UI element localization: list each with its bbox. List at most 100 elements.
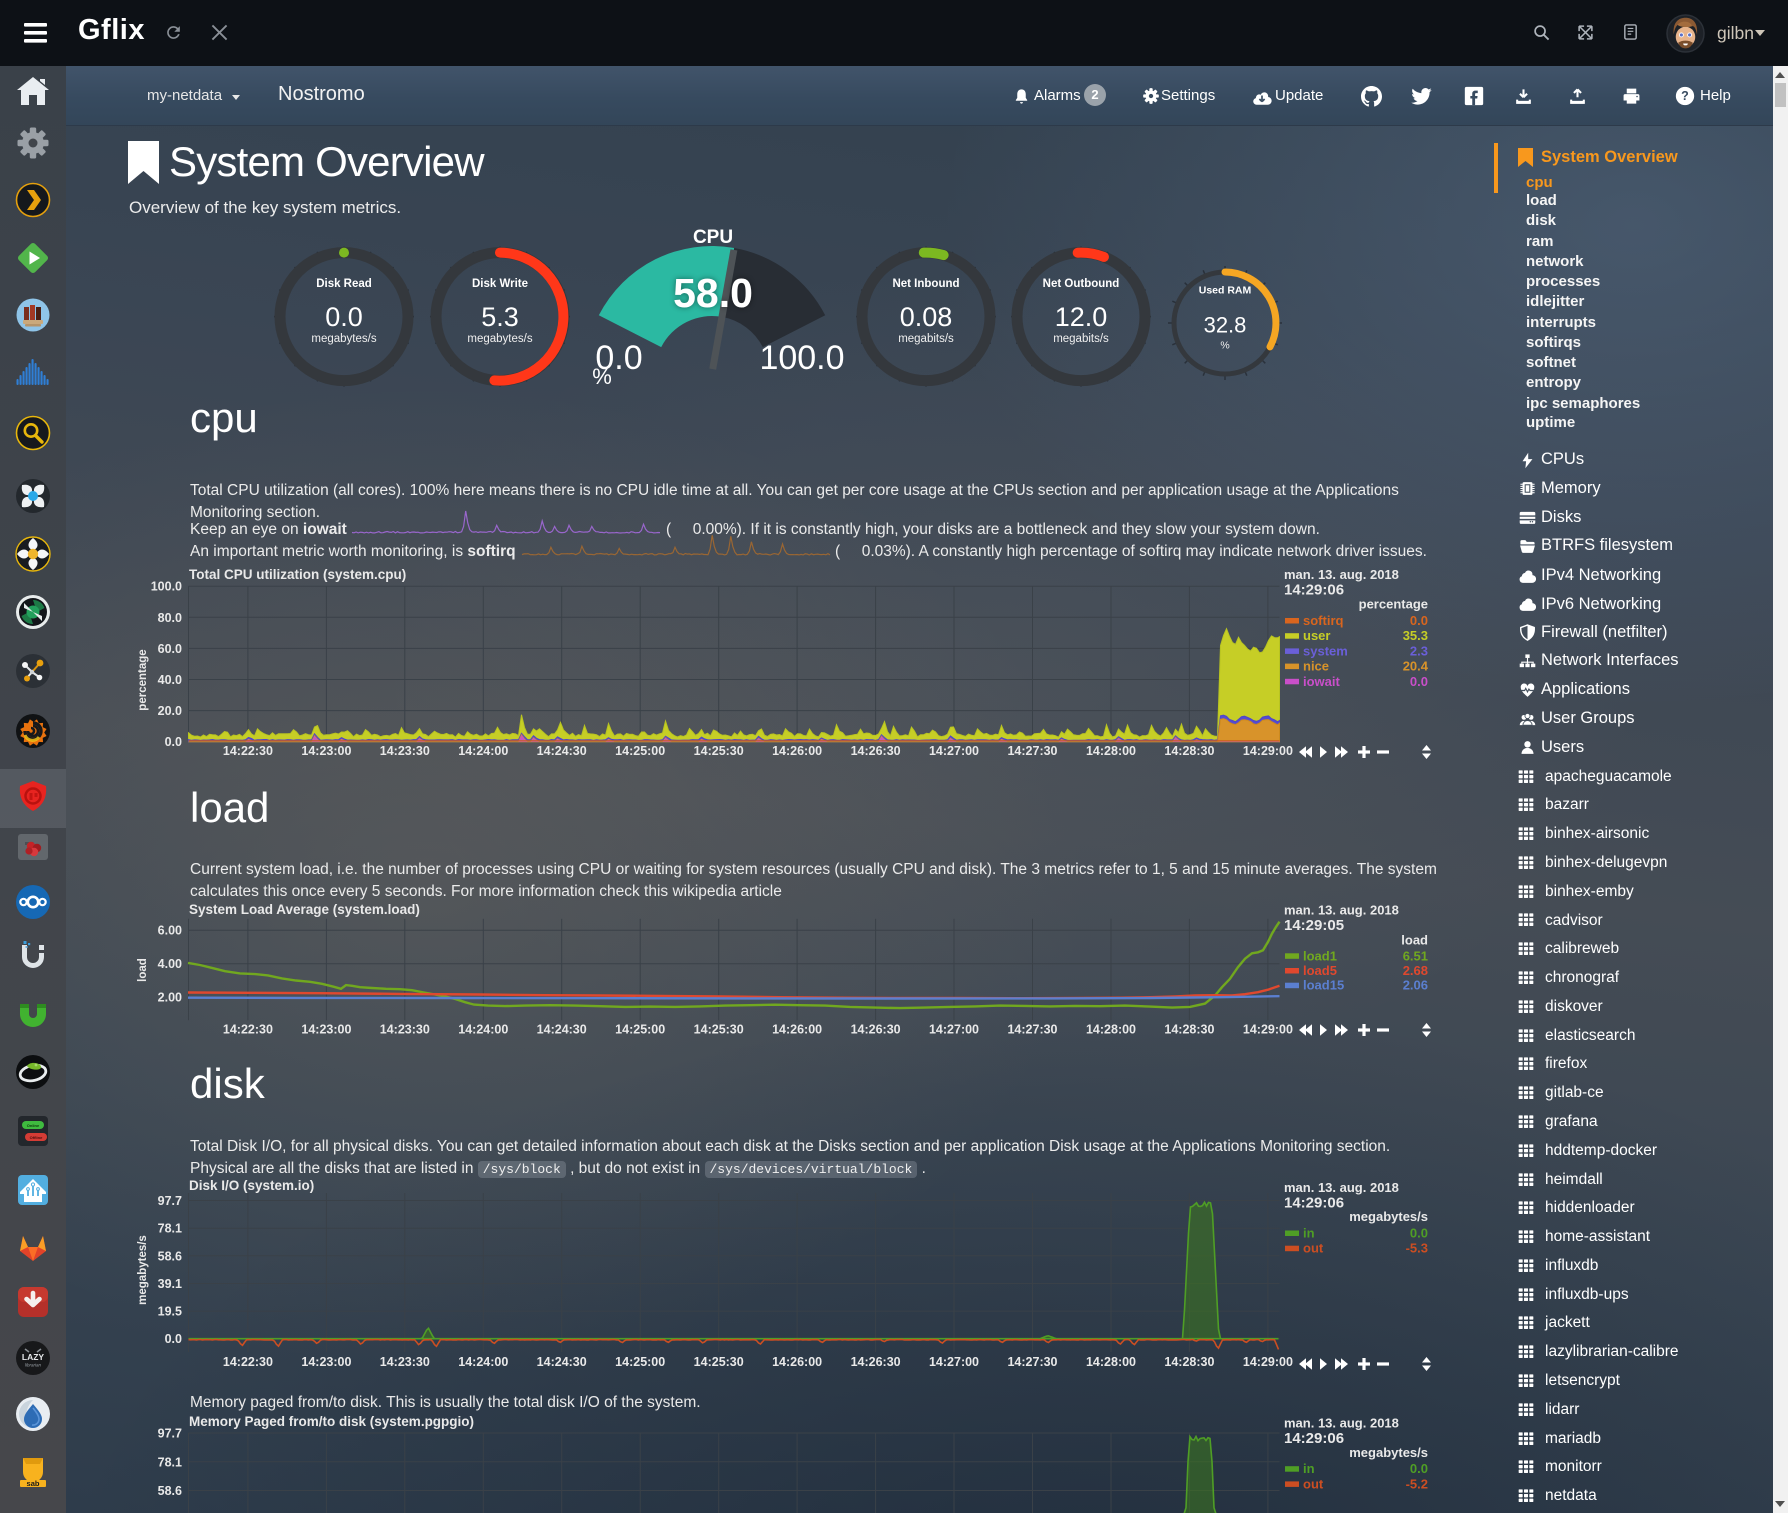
svg-text:14:26:00: 14:26:00 bbox=[772, 1355, 822, 1369]
svg-text:0.0: 0.0 bbox=[1410, 674, 1428, 689]
svg-text:14:23:00: 14:23:00 bbox=[301, 744, 351, 758]
svg-text:32.8: 32.8 bbox=[1204, 313, 1247, 338]
svg-text:2.00: 2.00 bbox=[158, 991, 182, 1005]
svg-text:0.08: 0.08 bbox=[900, 302, 953, 332]
svg-text:20.4: 20.4 bbox=[1403, 659, 1429, 674]
svg-text:14:24:30: 14:24:30 bbox=[537, 744, 587, 758]
svg-text:out: out bbox=[1303, 1476, 1324, 1491]
svg-text:man. 13. aug. 2018: man. 13. aug. 2018 bbox=[1284, 1180, 1399, 1195]
svg-text:14:25:00: 14:25:00 bbox=[615, 1023, 665, 1037]
svg-text:out: out bbox=[1303, 1241, 1324, 1256]
svg-text:14:29:06: 14:29:06 bbox=[1284, 582, 1344, 599]
svg-text:Disk Read: Disk Read bbox=[316, 278, 372, 290]
svg-text:percentage: percentage bbox=[1359, 597, 1428, 612]
svg-text:Net Inbound: Net Inbound bbox=[892, 278, 959, 290]
svg-text:nice: nice bbox=[1303, 659, 1329, 674]
svg-text:man. 13. aug. 2018: man. 13. aug. 2018 bbox=[1284, 567, 1399, 582]
svg-text:%: % bbox=[1220, 340, 1229, 352]
svg-text:14:25:00: 14:25:00 bbox=[615, 1355, 665, 1369]
svg-text:14:24:00: 14:24:00 bbox=[458, 1355, 508, 1369]
svg-text:-5.2: -5.2 bbox=[1406, 1476, 1428, 1491]
svg-text:14:29:00: 14:29:00 bbox=[1243, 1023, 1293, 1037]
svg-text:58.0: 58.0 bbox=[673, 270, 753, 316]
svg-text:14:24:30: 14:24:30 bbox=[537, 1023, 587, 1037]
svg-text:14:26:30: 14:26:30 bbox=[851, 744, 901, 758]
svg-text:14:23:00: 14:23:00 bbox=[301, 1355, 351, 1369]
svg-text:megabits/s: megabits/s bbox=[898, 333, 954, 345]
svg-text:14:28:30: 14:28:30 bbox=[1164, 1023, 1214, 1037]
svg-text:Memory paged from/to disk. Thi: Memory paged from/to disk. This is usual… bbox=[190, 1394, 701, 1411]
svg-text:14:23:30: 14:23:30 bbox=[380, 1355, 430, 1369]
svg-text:97.7: 97.7 bbox=[158, 1194, 182, 1208]
svg-text:58.6: 58.6 bbox=[158, 1484, 182, 1498]
svg-text:14:22:30: 14:22:30 bbox=[223, 744, 273, 758]
svg-text:14:26:00: 14:26:00 bbox=[772, 1023, 822, 1037]
svg-text:2.68: 2.68 bbox=[1403, 963, 1428, 978]
svg-text:14:28:00: 14:28:00 bbox=[1086, 1355, 1136, 1369]
svg-text:0.0: 0.0 bbox=[165, 1332, 182, 1346]
svg-text:5.3: 5.3 bbox=[481, 302, 519, 332]
svg-text:14:27:00: 14:27:00 bbox=[929, 1023, 979, 1037]
svg-text:man. 13. aug. 2018: man. 13. aug. 2018 bbox=[1284, 903, 1399, 918]
svg-text:Total CPU utilization (system.: Total CPU utilization (system.cpu) bbox=[189, 567, 406, 582]
svg-text:Used RAM: Used RAM bbox=[1199, 285, 1252, 297]
svg-text:14:27:30: 14:27:30 bbox=[1007, 1355, 1057, 1369]
svg-text:14:24:30: 14:24:30 bbox=[537, 1355, 587, 1369]
svg-text:LAZY: LAZY bbox=[22, 1352, 45, 1362]
svg-text:?: ? bbox=[1681, 89, 1689, 103]
svg-text:megabytes/s: megabytes/s bbox=[1349, 1445, 1428, 1460]
svg-text:sab: sab bbox=[27, 1479, 40, 1488]
svg-text:14:27:30: 14:27:30 bbox=[1007, 1023, 1057, 1037]
svg-text:6.51: 6.51 bbox=[1403, 948, 1428, 963]
svg-text:14:22:30: 14:22:30 bbox=[223, 1355, 273, 1369]
svg-text:0.0: 0.0 bbox=[325, 302, 363, 332]
svg-text:2.06: 2.06 bbox=[1403, 978, 1428, 993]
svg-text:14:24:00: 14:24:00 bbox=[458, 1023, 508, 1037]
svg-text:megabytes/s: megabytes/s bbox=[1349, 1209, 1428, 1224]
svg-text:14:29:00: 14:29:00 bbox=[1243, 744, 1293, 758]
svg-text:Disk I/O (system.io): Disk I/O (system.io) bbox=[189, 1178, 314, 1193]
svg-text:14:29:06: 14:29:06 bbox=[1284, 1430, 1344, 1447]
svg-text:14:26:00: 14:26:00 bbox=[772, 744, 822, 758]
svg-text:Disk Write: Disk Write bbox=[472, 278, 528, 290]
svg-text:iowait: iowait bbox=[1303, 674, 1341, 689]
svg-text:14:25:30: 14:25:30 bbox=[694, 744, 744, 758]
svg-text:megabytes/s: megabytes/s bbox=[467, 333, 532, 345]
svg-text:14:23:30: 14:23:30 bbox=[380, 744, 430, 758]
svg-text:-5.3: -5.3 bbox=[1406, 1241, 1428, 1256]
svg-text:58.6: 58.6 bbox=[158, 1249, 182, 1263]
svg-text:14:26:30: 14:26:30 bbox=[851, 1355, 901, 1369]
svg-text:14:25:30: 14:25:30 bbox=[694, 1355, 744, 1369]
svg-text:0.0: 0.0 bbox=[595, 339, 642, 377]
svg-text:14:28:30: 14:28:30 bbox=[1164, 1355, 1214, 1369]
svg-text:60.0: 60.0 bbox=[158, 642, 182, 656]
svg-text:14:28:30: 14:28:30 bbox=[1164, 744, 1214, 758]
svg-text:CPU: CPU bbox=[693, 227, 733, 248]
svg-text:Memory Paged from/to disk (sys: Memory Paged from/to disk (system.pgpgio… bbox=[189, 1414, 474, 1429]
svg-text:load: load bbox=[1401, 933, 1428, 948]
svg-text:100.0: 100.0 bbox=[759, 339, 844, 377]
svg-text:19.5: 19.5 bbox=[158, 1305, 182, 1319]
svg-text:14:29:00: 14:29:00 bbox=[1243, 1355, 1293, 1369]
svg-text:12.0: 12.0 bbox=[1055, 302, 1108, 332]
svg-text:14:29:06: 14:29:06 bbox=[1284, 1194, 1344, 1211]
svg-text:78.1: 78.1 bbox=[158, 1222, 182, 1236]
svg-text:14:27:30: 14:27:30 bbox=[1007, 744, 1057, 758]
svg-text:14:27:00: 14:27:00 bbox=[929, 744, 979, 758]
svg-text:0.0: 0.0 bbox=[1410, 1461, 1428, 1476]
svg-text:14:24:00: 14:24:00 bbox=[458, 744, 508, 758]
svg-text:40.0: 40.0 bbox=[158, 673, 182, 687]
svg-text:14:25:30: 14:25:30 bbox=[694, 1023, 744, 1037]
svg-text:Net Outbound: Net Outbound bbox=[1043, 278, 1120, 290]
svg-text:14:27:00: 14:27:00 bbox=[929, 1355, 979, 1369]
svg-text:6.00: 6.00 bbox=[158, 924, 182, 938]
svg-text:librarian: librarian bbox=[25, 1363, 42, 1368]
svg-text:14:28:00: 14:28:00 bbox=[1086, 744, 1136, 758]
svg-text:0.0: 0.0 bbox=[165, 735, 182, 749]
svg-text:megabytes/s: megabytes/s bbox=[137, 1235, 149, 1305]
svg-text:load15: load15 bbox=[1303, 978, 1344, 993]
svg-text:Online: Online bbox=[27, 1123, 40, 1128]
svg-text:%: % bbox=[592, 364, 612, 389]
svg-text:0.0: 0.0 bbox=[1410, 1226, 1428, 1241]
svg-text:load5: load5 bbox=[1303, 963, 1337, 978]
